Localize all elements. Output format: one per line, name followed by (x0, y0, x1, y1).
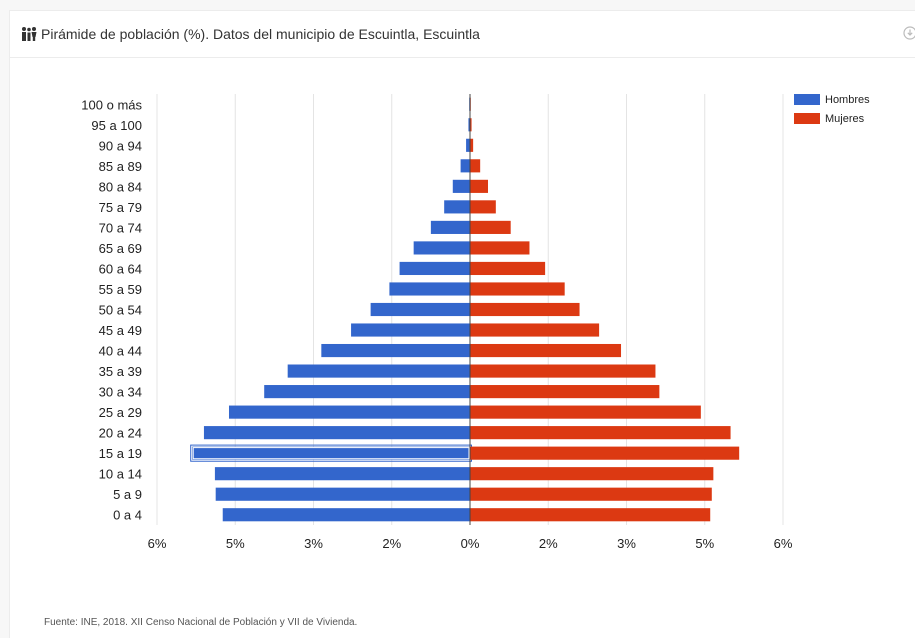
y-tick-label: 65 a 69 (99, 241, 142, 256)
bar-mujeres[interactable] (470, 467, 714, 481)
bar-hombres[interactable] (264, 385, 470, 399)
source-note: Fuente: INE, 2018. XII Censo Nacional de… (44, 617, 358, 628)
y-tick-label: 20 a 24 (99, 426, 142, 441)
bar-mujeres[interactable] (470, 200, 496, 214)
x-tick-label: 2% (382, 536, 401, 551)
bar-mujeres[interactable] (470, 241, 530, 255)
bar-hombres[interactable] (468, 118, 470, 132)
bar-mujeres[interactable] (470, 343, 622, 358)
y-tick-label: 0 a 4 (113, 508, 142, 523)
y-tick-label: 60 a 64 (99, 261, 142, 276)
bar-mujeres[interactable] (470, 179, 488, 193)
bar-hombres[interactable] (214, 467, 470, 481)
bar-mujeres[interactable] (470, 385, 660, 399)
y-tick-label: 70 a 74 (99, 220, 142, 235)
bar-hombres[interactable] (430, 220, 470, 234)
legend-swatch (794, 94, 820, 105)
y-tick-label: 45 a 49 (99, 323, 142, 338)
x-tick-label: 0% (461, 536, 480, 551)
bar-mujeres[interactable] (470, 282, 565, 296)
y-tick-label: 25 a 29 (99, 405, 142, 420)
y-tick-label: 15 a 19 (99, 446, 142, 461)
bar-hombres[interactable] (203, 426, 470, 440)
y-tick-label: 75 a 79 (99, 200, 142, 215)
bar-mujeres[interactable] (470, 302, 580, 317)
bar-hombres[interactable] (321, 343, 470, 358)
bar-mujeres[interactable] (470, 118, 472, 132)
y-tick-label: 50 a 54 (99, 303, 142, 318)
bar-hombres[interactable] (413, 241, 470, 255)
people-icon (22, 27, 37, 41)
x-tick-label: 6% (774, 536, 793, 551)
y-tick-label: 10 a 14 (99, 467, 142, 482)
bar-hombres[interactable] (215, 487, 470, 501)
chart-header: Pirámide de población (%). Datos del mun… (10, 11, 915, 58)
y-tick-label: 95 a 100 (91, 118, 142, 133)
y-tick-label: 85 a 89 (99, 159, 142, 174)
bar-hombres[interactable] (460, 159, 470, 173)
bar-hombres[interactable] (444, 200, 470, 214)
y-tick-label: 100 o más (81, 97, 142, 112)
y-tick-label: 30 a 34 (99, 385, 142, 400)
bar-hombres[interactable] (466, 138, 470, 152)
bar-mujeres[interactable] (470, 261, 546, 276)
chart-title: Pirámide de población (%). Datos del mun… (41, 26, 480, 42)
x-tick-label: 3% (304, 536, 323, 551)
bar-hombres[interactable] (389, 282, 470, 296)
download-icon[interactable] (903, 26, 915, 40)
bar-hombres[interactable] (192, 446, 470, 460)
y-tick-label: 35 a 39 (99, 364, 142, 379)
bar-mujeres[interactable] (470, 405, 701, 419)
bar-mujeres[interactable] (470, 364, 656, 378)
legend-label: Hombres (825, 94, 870, 106)
x-tick-label: 5% (226, 536, 245, 551)
bar-mujeres[interactable] (470, 323, 600, 337)
bar-mujeres[interactable] (470, 426, 731, 440)
bar-mujeres[interactable] (470, 487, 712, 501)
legend-label: Mujeres (825, 113, 865, 125)
bar-highlight (192, 447, 470, 460)
bar-hombres[interactable] (228, 405, 470, 419)
bar-mujeres[interactable] (470, 220, 511, 234)
x-tick-label: 6% (148, 536, 167, 551)
x-tick-label: 3% (617, 536, 636, 551)
bar-hombres[interactable] (287, 364, 470, 378)
x-tick-label: 2% (539, 536, 558, 551)
bar-mujeres[interactable] (470, 446, 740, 460)
bar-mujeres[interactable] (470, 138, 474, 152)
x-tick-label: 5% (695, 536, 714, 551)
bar-mujeres[interactable] (470, 508, 711, 522)
bar-hombres[interactable] (370, 302, 470, 317)
bar-hombres[interactable] (222, 508, 470, 522)
bar-hombres[interactable] (399, 261, 470, 276)
bar-mujeres[interactable] (470, 159, 481, 173)
y-tick-label: 90 a 94 (99, 138, 142, 153)
legend-swatch (794, 113, 820, 124)
y-tick-label: 40 a 44 (99, 344, 142, 359)
y-tick-label: 55 a 59 (99, 282, 142, 297)
bar-hombres[interactable] (452, 179, 470, 193)
bar-hombres[interactable] (351, 323, 470, 337)
y-tick-label: 80 a 84 (99, 179, 142, 194)
y-tick-label: 5 a 9 (113, 487, 142, 502)
